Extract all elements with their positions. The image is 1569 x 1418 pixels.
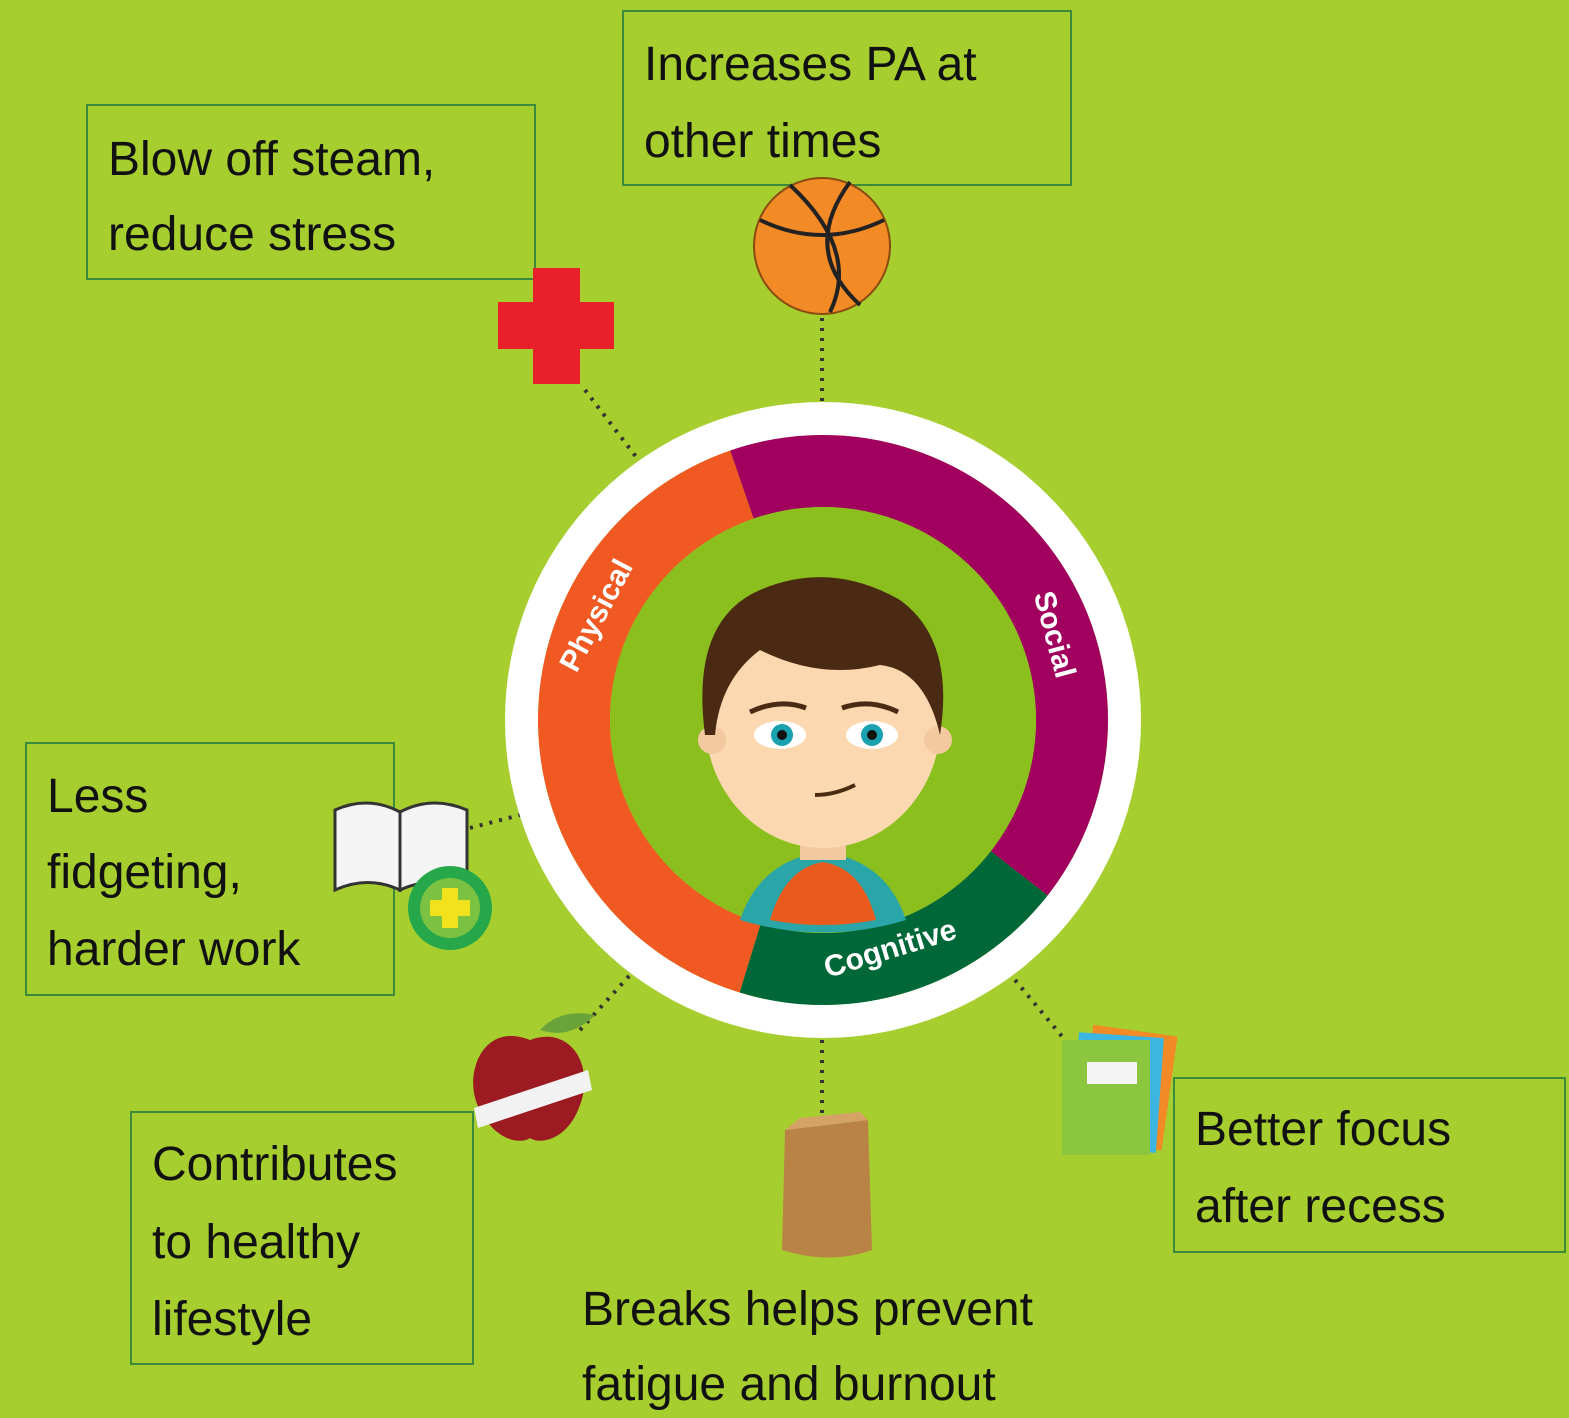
- caption-text: Breaks helps prevent: [582, 1283, 1033, 1336]
- apple-icon: [473, 1013, 595, 1141]
- box: [130, 1111, 474, 1365]
- box-text: to healthy: [152, 1216, 360, 1269]
- caption-text: fatigue and burnout: [582, 1358, 996, 1411]
- box: [1173, 1077, 1566, 1253]
- cross-icon: [498, 268, 614, 384]
- box-text: other times: [644, 115, 881, 168]
- boy-illustration: [698, 577, 952, 933]
- book-icon: [333, 801, 492, 950]
- box-text: Less: [47, 770, 148, 823]
- box-text: reduce stress: [108, 208, 396, 261]
- basketball-icon: [753, 177, 891, 315]
- box-text: harder work: [47, 923, 301, 976]
- ring-segment: [739, 851, 1048, 1005]
- bag-icon: [782, 1112, 872, 1258]
- box-text: fidgeting,: [47, 846, 242, 899]
- box-text: after recess: [1195, 1180, 1446, 1233]
- box-text: Contributes: [152, 1138, 397, 1191]
- box-text: Increases PA at: [644, 38, 977, 91]
- box-text: Blow off steam,: [108, 133, 435, 186]
- notebook-icon: [1062, 1024, 1178, 1155]
- ring-segment: [537, 450, 761, 993]
- ring-segment: [730, 434, 1108, 896]
- box-text: lifestyle: [152, 1293, 312, 1346]
- box-text: Better focus: [1195, 1103, 1451, 1156]
- box: [86, 104, 536, 280]
